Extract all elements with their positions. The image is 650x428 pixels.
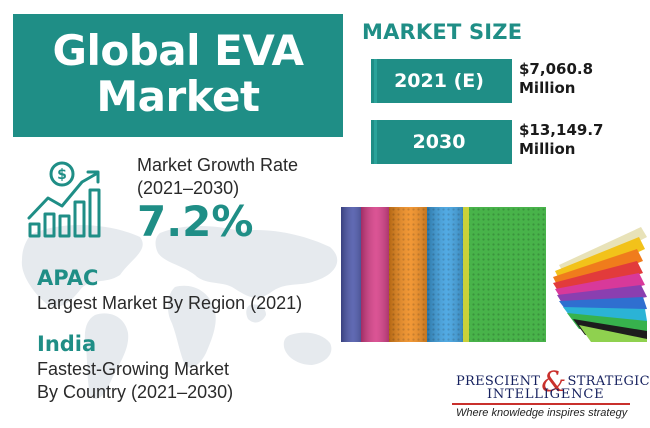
- market-size-unit: Million: [519, 79, 576, 97]
- market-size-value: $13,149.7 Million: [519, 121, 603, 159]
- market-size-unit: Million: [519, 140, 576, 158]
- eva-foam-product-photo: [341, 207, 650, 342]
- dollar-growth-bar-chart-icon: $: [27, 161, 101, 238]
- fastest-country-name: India: [37, 332, 97, 356]
- title-line-1: Global EVA: [52, 26, 305, 75]
- market-size-amount: $13,149.7: [519, 121, 604, 139]
- market-size-year-box: 2021 (E): [366, 59, 512, 103]
- market-size-year: 2030: [412, 131, 466, 153]
- logo-tagline: Where knowledge inspires strategy: [456, 407, 628, 419]
- world-map-background: [21, 225, 338, 400]
- page-title: Global EVA Market: [13, 28, 343, 120]
- market-size-value: $7,060.8 Million: [519, 60, 593, 98]
- market-size-heading: MARKET SIZE: [362, 20, 523, 44]
- largest-region-name: APAC: [37, 266, 99, 290]
- largest-region-description: Largest Market By Region (2021): [37, 293, 303, 313]
- title-line-2: Market: [96, 72, 260, 121]
- market-size-amount: $7,060.8: [519, 60, 594, 78]
- growth-rate-label: Market Growth Rate (2021–2030): [137, 155, 299, 198]
- market-size-year-box: 2030: [366, 120, 512, 164]
- svg-text:$: $: [57, 167, 67, 183]
- growth-rate-value: 7.2%: [137, 197, 254, 246]
- fastest-country-description: Fastest-Growing Market By Country (2021–…: [37, 359, 234, 402]
- logo-wordmark: PRESCIENT&STRATEGIC: [456, 365, 650, 398]
- logo-wordmark-line-2: INTELLIGENCE: [487, 387, 605, 402]
- market-size-year: 2021 (E): [394, 70, 484, 92]
- title-banner: Global EVA Market: [13, 14, 343, 137]
- logo-divider: [452, 403, 630, 405]
- logo-ampersand: &: [541, 365, 567, 398]
